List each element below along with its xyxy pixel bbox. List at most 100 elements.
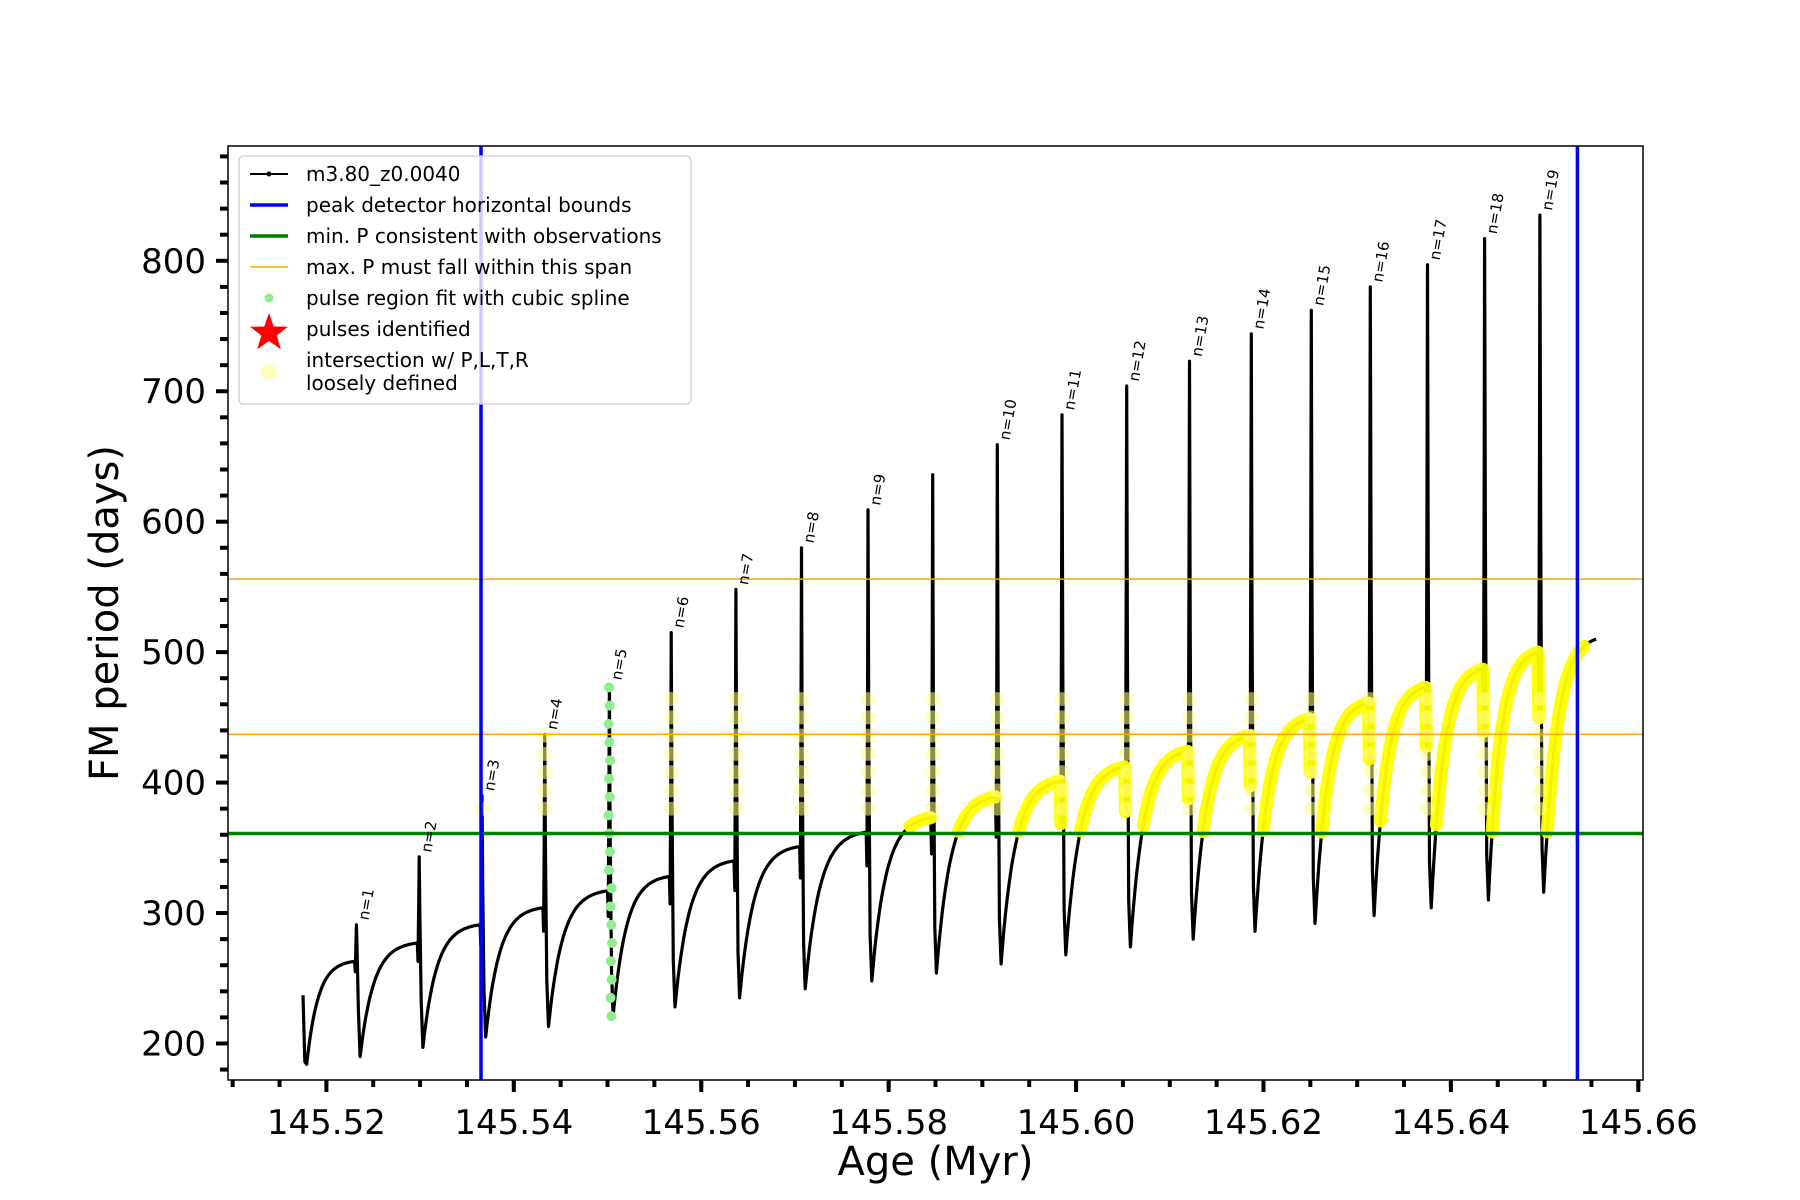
- intersection-highlight-2: [1012, 774, 1068, 838]
- loose-intersection-point: [1477, 765, 1492, 780]
- legend-label: m3.80_z0.0040: [306, 162, 461, 186]
- y-tick-label: 400: [141, 764, 206, 804]
- loose-intersection-point: [925, 765, 940, 780]
- loose-intersection-point: [925, 746, 940, 761]
- loose-intersection-point: [1182, 765, 1197, 780]
- loose-intersection-point: [861, 692, 875, 707]
- pulse-label-n10: n=10: [996, 398, 1021, 442]
- loose-intersection-point: [1119, 710, 1134, 725]
- intersection-highlight-9: [1429, 662, 1490, 832]
- spline-fit-point: [604, 682, 614, 693]
- intersection-highlight-10: [1485, 645, 1546, 839]
- loose-intersection-point: [925, 710, 940, 725]
- loose-intersection-point: [1532, 765, 1547, 780]
- loose-intersection-point: [1532, 783, 1547, 798]
- pulse-label-n5: n=5: [608, 647, 631, 681]
- loose-intersection-point: [794, 728, 809, 743]
- loose-intersection-point: [794, 692, 809, 707]
- loose-intersection-point: [794, 801, 809, 816]
- x-tick-label: 145.58: [829, 1103, 948, 1143]
- spline-fit-point: [606, 1011, 617, 1022]
- pulse-label-n2: n=2: [417, 819, 440, 853]
- pulse-label-n13: n=13: [1188, 314, 1213, 358]
- loose-intersection-point: [664, 765, 679, 780]
- loose-intersection-point: [664, 801, 679, 816]
- x-tick-label: 145.52: [267, 1103, 386, 1143]
- loose-intersection-point: [1304, 783, 1319, 798]
- x-tick-label: 145.56: [642, 1103, 761, 1143]
- legend-label: min. P consistent with observations: [306, 224, 662, 248]
- spline-fit-point: [605, 956, 616, 967]
- spline-fit-point: [603, 810, 614, 821]
- pulse-label-n3: n=3: [480, 758, 503, 792]
- loose-intersection-point: [990, 728, 1005, 743]
- loose-intersection-point: [1304, 710, 1319, 725]
- x-axis-title: Age (Myr): [838, 1139, 1034, 1185]
- loose-intersection-point: [1420, 710, 1435, 725]
- loose-intersection-point: [1477, 692, 1492, 707]
- loose-intersection-point: [925, 783, 940, 798]
- legend-box: [238, 155, 692, 405]
- x-tick-label: 145.64: [1391, 1103, 1510, 1143]
- pulse-label-n1: n=1: [355, 887, 378, 921]
- loose-intersection-point: [1304, 728, 1319, 743]
- loose-intersection-point: [664, 692, 679, 707]
- loose-intersection-point: [925, 692, 940, 707]
- intersection-highlight-1: [952, 790, 1002, 838]
- legend-marker-track-dot: [266, 171, 272, 177]
- spline-fit-point: [604, 700, 615, 711]
- loose-intersection-point: [1532, 746, 1547, 761]
- pulse-label-n7: n=7: [734, 552, 757, 586]
- loose-intersection-point: [1182, 746, 1197, 761]
- loose-intersection-point: [1055, 801, 1069, 816]
- x-tick-label: 145.66: [1579, 1103, 1698, 1143]
- loose-intersection-point: [1477, 746, 1492, 761]
- loose-intersection-point: [1363, 783, 1378, 798]
- axes: 145.52 145.54 145.56 145.58 145.60 145.62 145.…: [82, 154, 1698, 1185]
- spline-fit-point: [605, 846, 616, 857]
- loose-intersection-point: [1182, 801, 1197, 816]
- loose-intersection-point: [537, 801, 552, 816]
- loose-intersection-point: [861, 728, 875, 743]
- x-tick-label: 145.62: [1204, 1103, 1323, 1143]
- loose-intersection-point: [1363, 692, 1378, 707]
- loose-intersection-point: [925, 728, 940, 743]
- pulse-label-n12: n=12: [1125, 339, 1150, 383]
- spline-fit-point: [605, 992, 616, 1003]
- loose-intersection-point: [664, 783, 679, 798]
- loose-intersection-point: [1304, 692, 1319, 707]
- loose-intersection-point: [537, 783, 552, 798]
- loose-intersection-point: [1477, 728, 1492, 743]
- loose-intersection-point: [728, 692, 743, 707]
- loose-intersection-point: [1182, 710, 1197, 725]
- loose-intersection-point: [1477, 801, 1492, 816]
- loose-intersection-point: [537, 765, 552, 780]
- loose-intersection-point: [664, 746, 679, 761]
- loose-intersection-point: [794, 746, 809, 761]
- y-tick-label: 500: [141, 633, 206, 673]
- loose-intersection-point: [1244, 783, 1259, 798]
- intersection-highlight-6: [1256, 712, 1317, 837]
- loose-intersection-point: [1119, 746, 1134, 761]
- loose-intersection-point: [861, 746, 875, 761]
- loose-intersection-point: [537, 746, 552, 761]
- loose-intersection-point: [1532, 710, 1547, 725]
- loose-intersection-point: [990, 692, 1005, 707]
- y-tick-label: 800: [141, 242, 206, 282]
- pulse-label-n16: n=16: [1369, 240, 1394, 284]
- loose-intersection-point: [1182, 783, 1197, 798]
- intersection-highlight-8: [1374, 680, 1433, 828]
- spline-fit-point: [606, 974, 617, 985]
- loose-intersection-point: [1363, 801, 1378, 816]
- loose-intersection-point: [925, 801, 940, 816]
- loose-intersection-point: [1119, 783, 1134, 798]
- loose-intersection-point: [794, 710, 809, 725]
- intersection-highlight-5: [1196, 729, 1257, 839]
- loose-intersection-point: [1363, 710, 1378, 725]
- loose-intersection-point: [664, 728, 679, 743]
- x-tick-label: 145.60: [1017, 1103, 1136, 1143]
- spline-fit-point: [603, 718, 614, 729]
- loose-intersection-point: [1420, 765, 1435, 780]
